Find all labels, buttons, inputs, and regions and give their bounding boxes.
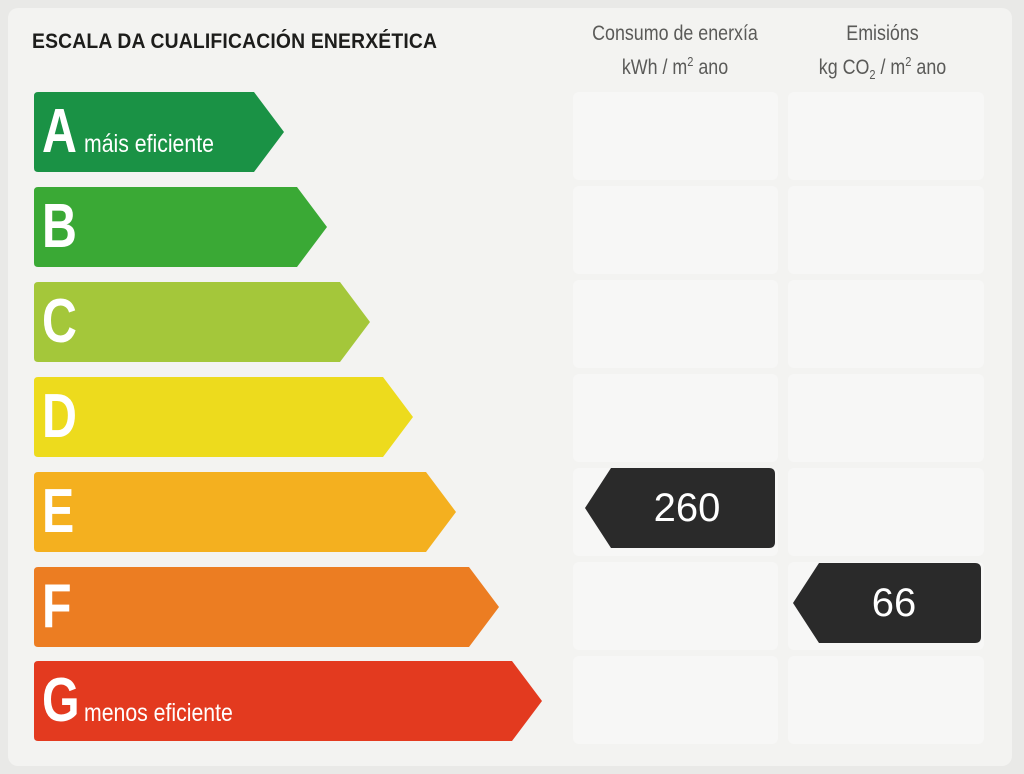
scale-letter: G	[42, 666, 80, 735]
scale-bar-shape	[34, 661, 542, 741]
scale-letter: E	[42, 477, 75, 546]
scale-bar-fill	[34, 472, 456, 552]
scale-bar-shape	[34, 282, 370, 362]
scale-bar-e: E	[34, 472, 456, 552]
grid-cell	[573, 562, 778, 650]
rating-value-consumo: 260	[653, 486, 721, 530]
scale-bar-shape	[34, 377, 413, 457]
scale-bar-fill	[34, 661, 542, 741]
rating-pointer-fill	[585, 468, 775, 548]
grid-cell	[788, 280, 984, 368]
rating-pointer-shape	[585, 468, 775, 548]
rating-pointer-shape	[793, 563, 981, 643]
column-header-emisions-line1: Emisións	[846, 22, 919, 45]
scale-letter: A	[42, 97, 77, 166]
rating-pointer-fill	[793, 563, 981, 643]
grid-cell	[788, 186, 984, 274]
page-title: ESCALA DA CUALIFICACIÓN ENERXÉTICA	[32, 30, 438, 53]
column-header-consumo-unit: kWh / m2 ano	[621, 54, 729, 79]
grid-cell	[788, 374, 984, 462]
scale-bar-fill	[34, 187, 327, 267]
scale-bar-shape	[34, 187, 327, 267]
column-header-consumo: Consumo de enerxía kWh / m2 ano	[577, 20, 773, 82]
scale-label: máis eficiente	[84, 130, 214, 158]
scale-letter: D	[42, 382, 77, 451]
scale-letter: B	[42, 192, 77, 261]
scale-bar-b: B	[34, 187, 327, 267]
grid-cell	[573, 656, 778, 744]
column-header-emisions: Emisións kg CO2 / m2 ano	[787, 20, 978, 89]
scale-bar-shape	[34, 92, 284, 172]
grid-cell	[788, 468, 984, 556]
scale-bar-fill	[34, 567, 499, 647]
grid-cell	[573, 280, 778, 368]
scale-letter: C	[42, 287, 77, 356]
scale-bar-c: C	[34, 282, 370, 362]
grid-cell	[788, 656, 984, 744]
grid-cell	[573, 186, 778, 274]
scale-bar-d: D	[34, 377, 413, 457]
rating-pointer-consumo: 260	[585, 468, 775, 548]
rating-value-emisions: 66	[871, 581, 917, 625]
scale-label: menos eficiente	[84, 699, 233, 727]
grid-cell	[573, 92, 778, 180]
scale-bar-shape	[34, 472, 456, 552]
grid-cell	[788, 92, 984, 180]
scale-letter: F	[42, 572, 72, 641]
column-header-emisions-unit: kg CO2 / m2 ano	[818, 54, 947, 83]
scale-bar-fill	[34, 377, 413, 457]
scale-bar-fill	[34, 282, 370, 362]
scale-bar-shape	[34, 567, 499, 647]
scale-bar-fill	[34, 92, 284, 172]
rating-pointer-emisions: 66	[793, 563, 981, 643]
scale-bar-f: F	[34, 567, 499, 647]
column-header-consumo-line1: Consumo de enerxía	[592, 22, 758, 45]
grid-cell	[573, 374, 778, 462]
